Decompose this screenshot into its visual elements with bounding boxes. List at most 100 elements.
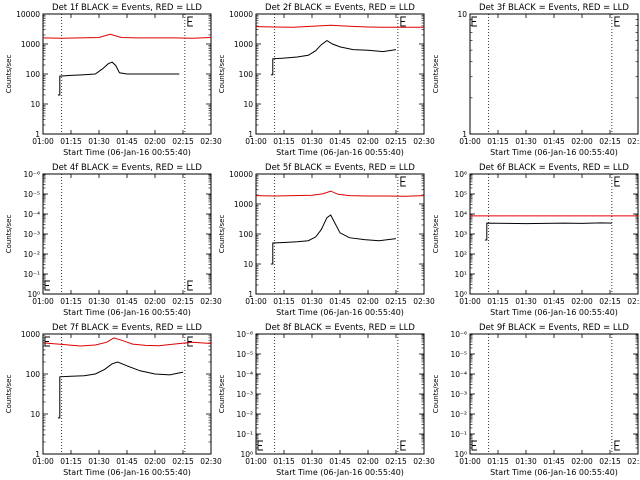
x-tick-label: 02:15 (385, 137, 407, 146)
x-tick-label: 02:00 (357, 137, 379, 146)
legend-mark (471, 440, 477, 451)
y-tick-label: 1000 (21, 40, 40, 49)
y-tick-label: 100 (26, 70, 41, 79)
y-tick-label: 10⁰ (240, 450, 253, 459)
x-axis-label: Start Time (06-Jan-16 00:55:40) (63, 148, 191, 157)
y-axis-label: Counts/sec (218, 215, 226, 254)
x-tick-label: 01:30 (515, 137, 537, 146)
x-tick-label: 01:15 (487, 457, 509, 466)
x-axis-label: Start Time (06-Jan-16 00:55:40) (276, 468, 404, 477)
legend-mark (400, 176, 406, 187)
y-tick-label: 10⁻⁴ (23, 210, 40, 219)
x-tick-label: 02:00 (571, 457, 593, 466)
x-tick-label: 02:15 (599, 137, 621, 146)
y-tick-label: 10 (30, 100, 40, 109)
legend-mark (614, 440, 620, 451)
y-tick-label: 10000 (229, 10, 253, 19)
chart-title: Det 7f BLACK = Events, RED = LLD (52, 323, 202, 333)
y-tick-label: 10⁻¹ (236, 430, 253, 439)
x-tick-label: 02:15 (599, 457, 621, 466)
chart-panel-1f: Det 1f BLACK = Events, RED = LLD 01:00 01:… (5, 3, 222, 157)
y-tick-label: 10⁰ (454, 290, 467, 299)
y-tick-label: 1 (462, 130, 467, 139)
y-tick-label: 10 (30, 410, 40, 419)
chart-title: Det 3f BLACK = Events, RED = LLD (479, 3, 629, 13)
x-tick-label: 01:15 (273, 457, 295, 466)
x-tick-label: 01:30 (515, 457, 537, 466)
y-tick-label: 1000 (21, 330, 40, 339)
x-tick-label: 01:45 (329, 457, 351, 466)
y-tick-label: 1 (248, 130, 253, 139)
x-tick-label: 01:00 (245, 137, 267, 146)
x-tick-label: 01:45 (116, 137, 138, 146)
y-axis-label: Counts/sec (218, 55, 226, 94)
legend-mark (44, 280, 50, 291)
chart-panel-2f: Det 2f BLACK = Events, RED = LLD 01:00 01:… (218, 3, 435, 157)
plot-frame (255, 333, 425, 455)
x-tick-label: 01:15 (487, 137, 509, 146)
x-tick-label: 01:15 (487, 297, 509, 306)
x-tick-label: 02:15 (385, 457, 407, 466)
events-series-line (484, 222, 612, 241)
x-tick-label: 01:30 (88, 297, 110, 306)
legend-mark (400, 440, 406, 451)
events-series-line (270, 214, 397, 265)
x-tick-label: 02:00 (357, 457, 379, 466)
y-axis-label: Counts/sec (432, 375, 440, 414)
x-tick-label: 02:15 (172, 297, 194, 306)
y-tick-label: 10⁻¹ (450, 430, 467, 439)
y-tick-label: 10⁻⁵ (236, 350, 253, 359)
events-series-line (57, 61, 180, 96)
x-tick-label: 02:15 (172, 137, 194, 146)
y-tick-label: 10⁻² (236, 410, 253, 419)
x-tick-label: 01:45 (329, 297, 351, 306)
chart-title: Det 9f BLACK = Events, RED = LLD (479, 323, 629, 333)
events-series-line (57, 361, 184, 419)
y-tick-label: 10⁻² (450, 410, 467, 419)
chart-panel-6f: Det 6f BLACK = Events, RED = LLD 01:00 01:… (432, 163, 640, 317)
x-axis-label: Start Time (06-Jan-16 00:55:40) (490, 148, 618, 157)
y-tick-label: 10² (454, 250, 467, 259)
x-tick-label: 02:30 (413, 137, 435, 146)
y-tick-label: 10⁻³ (236, 390, 253, 399)
x-tick-label: 01:30 (301, 297, 323, 306)
y-tick-label: 10⁻² (23, 250, 40, 259)
y-tick-label: 1 (248, 290, 253, 299)
x-tick-label: 02:00 (571, 137, 593, 146)
plot-frame (469, 13, 639, 135)
plot-frame (255, 173, 425, 295)
y-axis-label: Counts/sec (5, 215, 13, 254)
x-tick-label: 01:00 (459, 297, 481, 306)
chart-title: Det 6f BLACK = Events, RED = LLD (479, 163, 629, 173)
y-tick-label: 10⁻⁵ (23, 190, 40, 199)
y-tick-label: 10¹ (454, 270, 467, 279)
x-tick-label: 02:30 (200, 137, 222, 146)
chart-panel-5f: Det 5f BLACK = Events, RED = LLD 01:00 01:… (218, 163, 435, 317)
chart-panel-3f: Det 3f BLACK = Events, RED = LLD 01:00 01:… (432, 3, 640, 157)
y-axis-label: Counts/sec (432, 215, 440, 254)
plot-frame (42, 173, 212, 295)
x-tick-label: 02:00 (571, 297, 593, 306)
y-tick-label: 10 (243, 260, 253, 269)
chart-title: Det 1f BLACK = Events, RED = LLD (52, 3, 202, 13)
y-tick-label: 1000 (234, 200, 253, 209)
legend-mark (400, 16, 406, 27)
x-tick-label: 01:15 (60, 457, 82, 466)
x-tick-label: 02:00 (144, 297, 166, 306)
plot-frame (469, 173, 639, 295)
y-tick-label: 10⁴ (454, 210, 467, 219)
x-tick-label: 01:00 (32, 297, 54, 306)
chart-title: Det 5f BLACK = Events, RED = LLD (265, 163, 415, 173)
y-tick-label: 10⁻³ (450, 390, 467, 399)
y-tick-label: 10⁻⁵ (450, 350, 467, 359)
x-tick-label: 01:15 (60, 137, 82, 146)
x-axis-label: Start Time (06-Jan-16 00:55:40) (276, 148, 404, 157)
x-tick-label: 01:30 (88, 137, 110, 146)
x-tick-label: 01:45 (543, 457, 565, 466)
x-tick-label: 02:15 (172, 457, 194, 466)
y-tick-label: 10³ (454, 230, 467, 239)
chart-panel-7f: Det 7f BLACK = Events, RED = LLD 01:00 01:… (5, 323, 222, 477)
x-tick-label: 01:00 (245, 457, 267, 466)
y-tick-label: 100 (239, 70, 254, 79)
